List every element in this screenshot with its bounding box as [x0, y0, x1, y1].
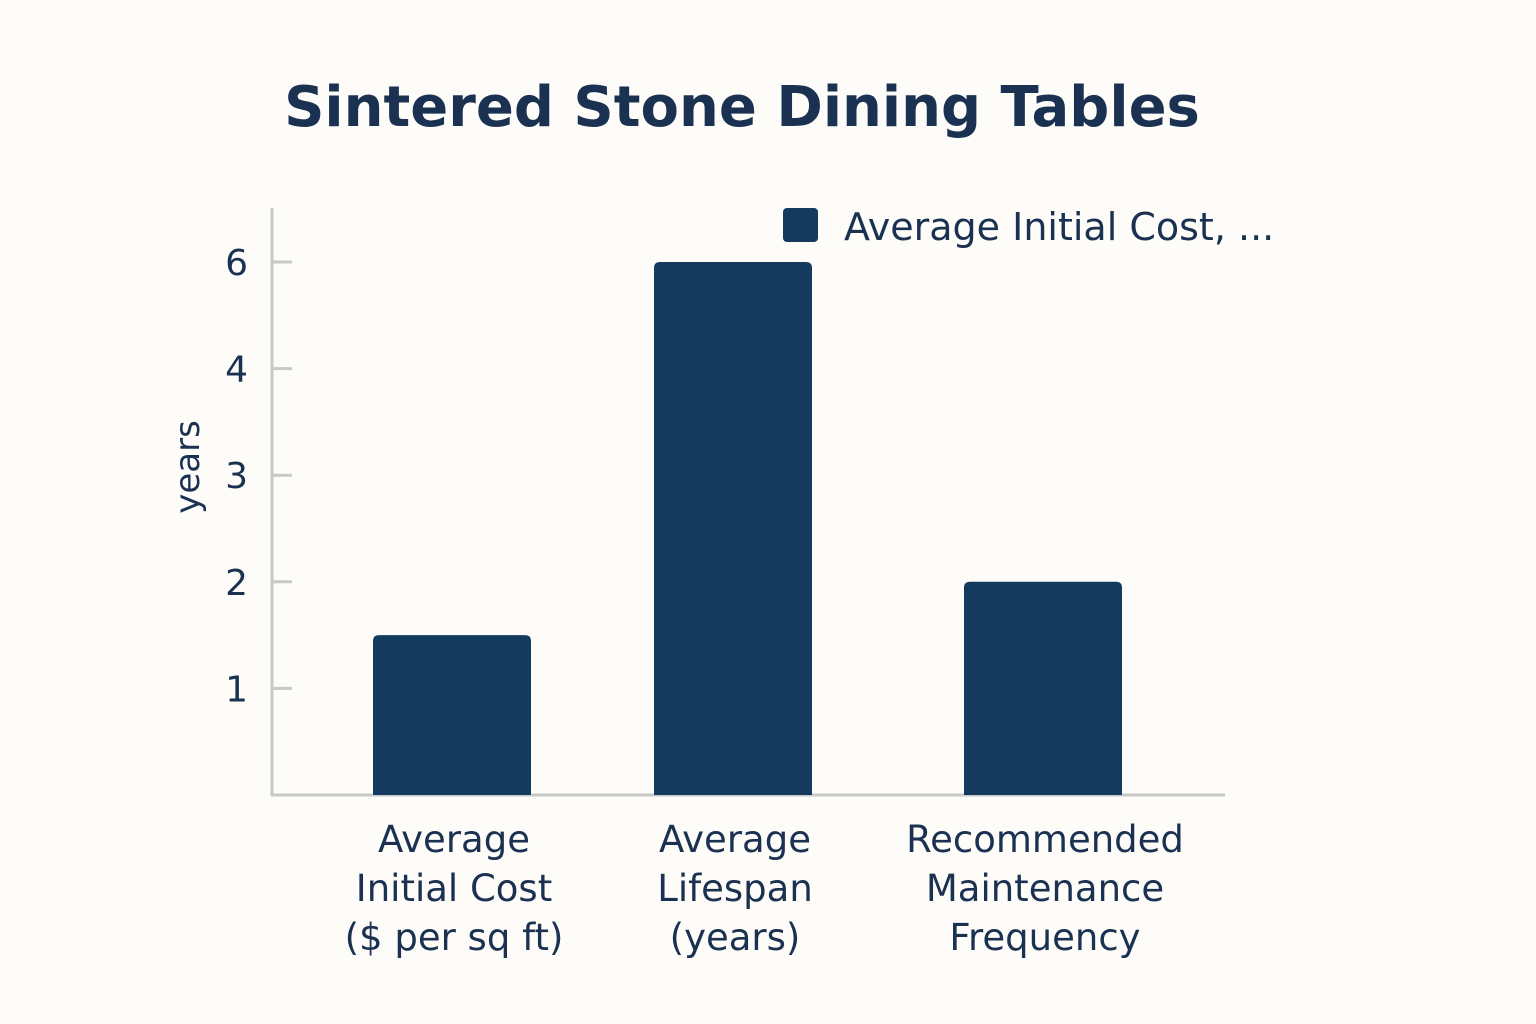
x-tick-label: Recommended	[906, 818, 1184, 861]
x-tick-label: Lifespan	[657, 867, 813, 910]
x-tick-label: Frequency	[949, 916, 1140, 959]
chart-title: Sintered Stone Dining Tables	[284, 75, 1200, 140]
legend-swatch	[783, 208, 818, 242]
x-tick-label: Average	[659, 818, 811, 861]
y-tick-label: 1	[225, 669, 248, 710]
y-tick-label: 6	[225, 243, 248, 284]
legend-label: Average Initial Cost, ...	[844, 205, 1274, 249]
bar	[373, 635, 531, 795]
y-tick-label: 3	[225, 456, 248, 497]
legend: Average Initial Cost, ...	[783, 205, 1274, 249]
y-axis-label: years	[168, 420, 208, 514]
x-tick-label: Initial Cost	[356, 867, 552, 910]
x-tick-label: (years)	[670, 916, 801, 959]
bar	[654, 262, 812, 795]
y-tick-label: 4	[225, 350, 248, 391]
y-tick-label: 2	[225, 563, 248, 604]
x-tick-label: ($ per sq ft)	[345, 916, 564, 959]
x-tick-label: Average	[378, 818, 530, 861]
x-tick-label: Maintenance	[926, 867, 1164, 910]
bar	[964, 581, 1122, 795]
